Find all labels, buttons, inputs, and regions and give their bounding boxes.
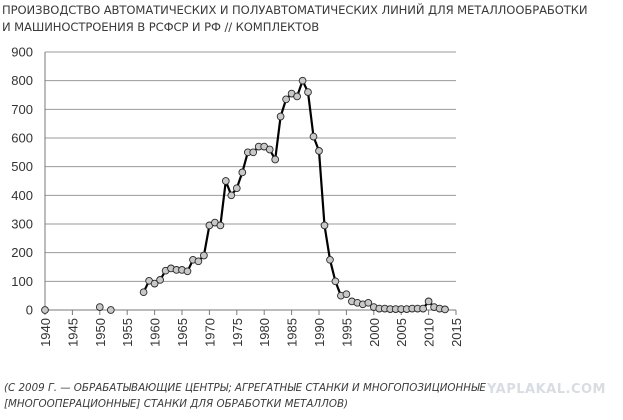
y-tick-label-500: 500 xyxy=(11,159,33,174)
data-point-1989 xyxy=(309,132,318,141)
y-tick-label-900: 900 xyxy=(11,45,33,60)
data-point-1940 xyxy=(41,306,49,314)
footnote-line-2: [МНОГООПЕРАЦИОННЫЕ] СТАНКИ ДЛЯ ОБРАБОТКИ… xyxy=(4,398,349,410)
data-point-1972 xyxy=(216,221,225,230)
data-point-2009 xyxy=(419,304,427,313)
data-point-1993 xyxy=(331,277,340,286)
data-point-1961 xyxy=(156,276,164,284)
data-point-1981 xyxy=(265,145,274,154)
data-point-1987 xyxy=(298,76,307,85)
x-tick-label-1950: 1950 xyxy=(93,318,108,347)
x-tick-label-1955: 1955 xyxy=(120,318,135,347)
data-point-2013 xyxy=(441,305,449,314)
y-tick-label-200: 200 xyxy=(11,245,33,260)
data-point-1974 xyxy=(227,191,236,200)
x-tick-label-1995: 1995 xyxy=(339,318,354,347)
data-point-1988 xyxy=(304,88,312,96)
x-tick-label-1980: 1980 xyxy=(257,318,272,347)
x-tick-label-1990: 1990 xyxy=(312,318,327,347)
series-points xyxy=(41,76,449,314)
x-tick-labels: 1940 1945 1950 1955 1960 1965 1970 1975 1980 1985… xyxy=(38,318,464,347)
y-tick-label-300: 300 xyxy=(11,217,33,232)
data-point-1983 xyxy=(276,112,285,121)
data-point-1982 xyxy=(271,155,280,164)
data-point-1950 xyxy=(95,303,104,311)
x-tick-label-2015: 2015 xyxy=(449,318,464,347)
x-tick-label-2000: 2000 xyxy=(367,318,382,347)
data-point-1976 xyxy=(238,168,247,177)
data-point-1978 xyxy=(249,148,258,157)
data-point-1973 xyxy=(221,177,230,185)
x-tick-label-1945: 1945 xyxy=(65,318,80,347)
data-point-1990 xyxy=(315,147,323,155)
grid-lines xyxy=(45,51,456,282)
chart-axes xyxy=(44,52,457,315)
data-point-1960 xyxy=(150,279,159,288)
chart-title-line-1: ПРОИЗВОДСТВО АВТОМАТИЧЕСКИХ И ПОЛУАВТОМА… xyxy=(2,3,588,17)
x-tick-label-2005: 2005 xyxy=(394,318,409,347)
data-point-1992 xyxy=(326,255,334,264)
data-point-1995 xyxy=(342,290,351,299)
y-tick-label-600: 600 xyxy=(11,131,33,146)
series-line-3 xyxy=(142,79,347,297)
chart-title: ПРОИЗВОДСТВО АВТОМАТИЧЕСКИХ И ПОЛУАВТОМА… xyxy=(2,2,621,35)
x-tick-label-2010: 2010 xyxy=(422,318,437,347)
data-point-1966 xyxy=(183,267,192,276)
chart-footnote: (С 2009 Г. — ОБРАБАТЫВАЮЩИЕ ЦЕНТРЫ; АГРЕ… xyxy=(4,380,619,412)
data-point-1968 xyxy=(194,257,203,266)
data-point-1991 xyxy=(320,221,329,230)
data-point-1999 xyxy=(364,298,373,307)
y-tick-label-700: 700 xyxy=(11,102,33,117)
chart-title-line-2: И МАШИНОСТРОЕНИЯ В РСФСР И РФ // КОМПЛЕК… xyxy=(2,19,320,34)
x-tick-label-1965: 1965 xyxy=(175,318,190,347)
data-point-1952 xyxy=(106,306,115,314)
data-point-2010 xyxy=(424,297,433,306)
x-tick-label-1975: 1975 xyxy=(230,318,245,347)
data-point-1986 xyxy=(293,92,301,101)
y-tick-label-0: 0 xyxy=(26,303,33,318)
footnote-line-1: (С 2009 Г. — ОБРАБАТЫВАЮЩИЕ ЦЕНТРЫ; АГРЕ… xyxy=(4,382,486,394)
x-tick-label-1940: 1940 xyxy=(38,318,53,347)
data-point-1958 xyxy=(139,288,148,297)
y-tick-label-400: 400 xyxy=(11,188,33,203)
x-tick-label-1960: 1960 xyxy=(148,318,163,347)
watermark: YAPLAKAL.COM xyxy=(487,382,606,397)
x-tick-label-1970: 1970 xyxy=(202,318,217,347)
y-tick-labels: 0 100 200 300 400 500 600 700 800 900 xyxy=(11,45,33,318)
data-point-1975 xyxy=(232,184,241,193)
y-tick-label-100: 100 xyxy=(11,274,33,289)
data-point-1984 xyxy=(282,95,290,104)
y-tick-label-800: 800 xyxy=(11,73,33,88)
data-point-1969 xyxy=(200,251,208,260)
x-tick-label-1985: 1985 xyxy=(285,318,300,347)
